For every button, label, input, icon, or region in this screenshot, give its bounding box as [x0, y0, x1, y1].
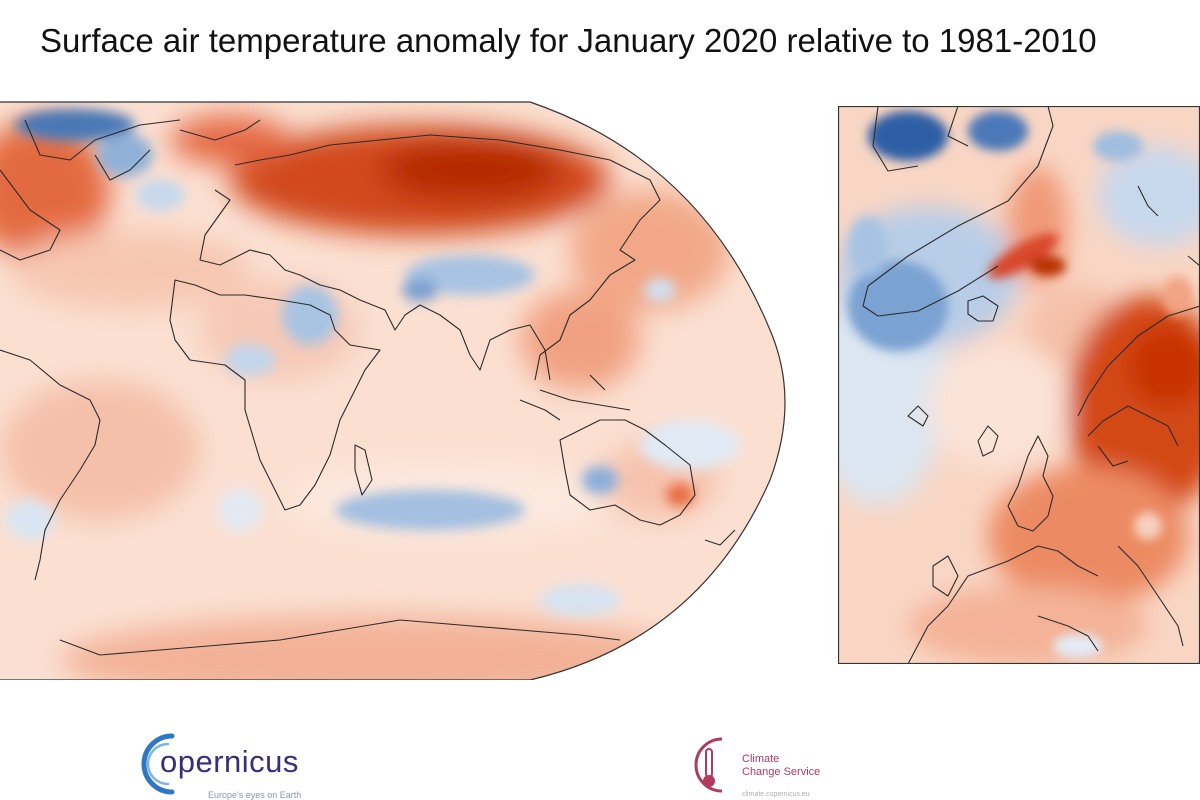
c3s-logo: Climate Change Service climate.copernicu… [680, 733, 880, 800]
map-title: Surface air temperature anomaly for Janu… [40, 22, 1097, 59]
copernicus-tagline: Europe's eyes on Earth [208, 790, 302, 800]
c3s-line2: Change Service [742, 766, 821, 778]
c3s-url: climate.copernicus.eu [742, 791, 810, 798]
c3s-line1: Climate [742, 753, 780, 765]
thermometer-globe-icon [694, 737, 723, 793]
copernicus-ring-icon [141, 733, 175, 795]
world-anomaly-map [0, 101, 786, 680]
c3s-name: Climate Change Service [742, 753, 862, 779]
europe-anomaly-map [838, 106, 1200, 664]
copernicus-logo: opernicus Europe's eyes on Earth [130, 730, 330, 800]
copernicus-wordmark: opernicus [160, 744, 299, 779]
